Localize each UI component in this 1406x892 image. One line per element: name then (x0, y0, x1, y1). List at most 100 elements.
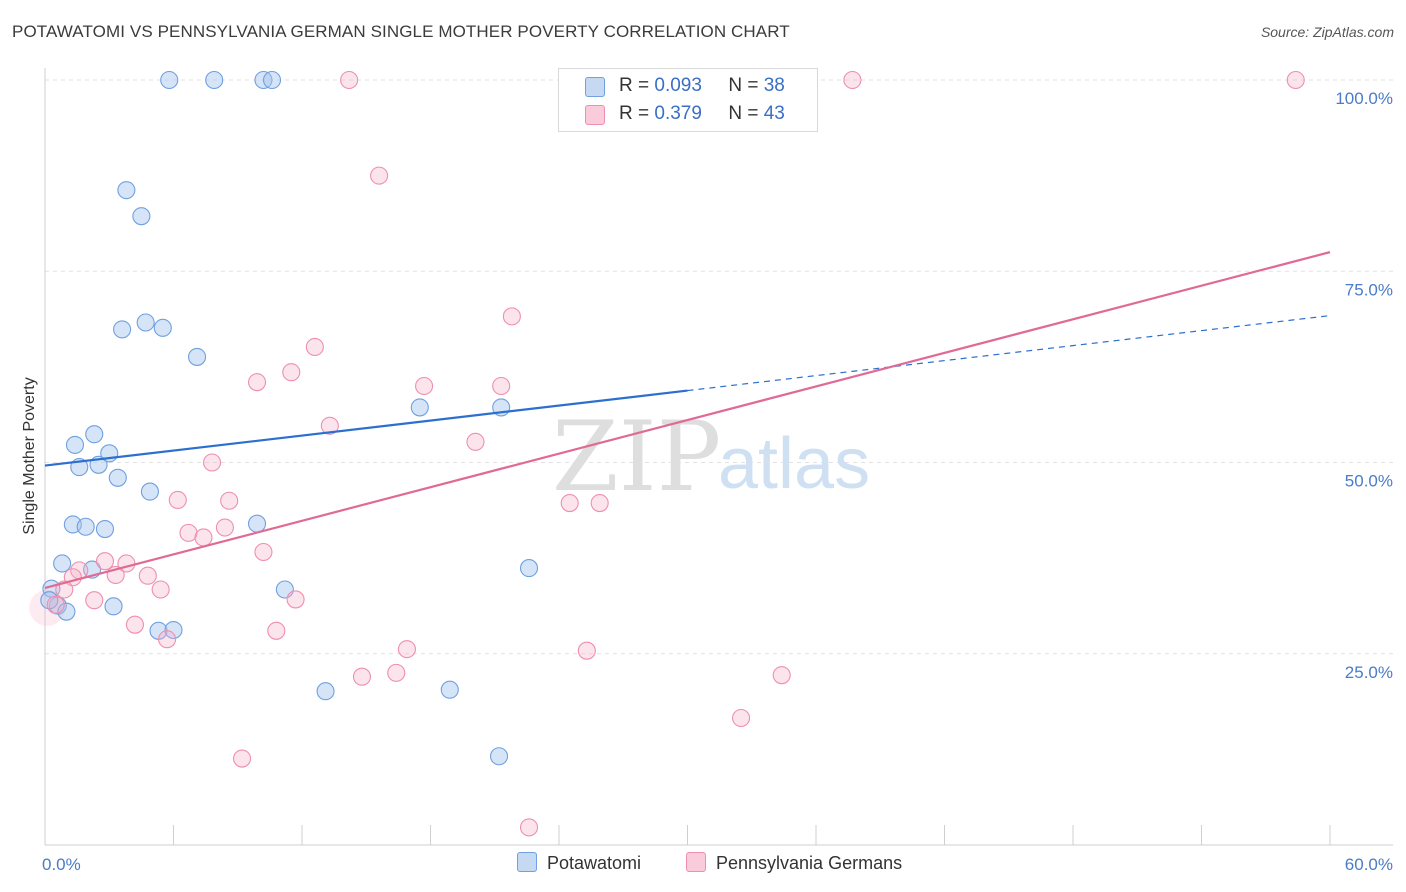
pennsylvania-germans-point (179, 523, 198, 542)
potawatomi-point (136, 313, 155, 332)
pennsylvania-germans-point (387, 663, 406, 682)
pennsylvania-germans-point (1286, 70, 1305, 90)
data-points (29, 70, 1305, 837)
pennsylvania-germans-point (519, 818, 539, 837)
potawatomi-point (316, 682, 335, 701)
pennsylvania-germans-point (415, 376, 434, 396)
pennsylvania-germans-point (194, 528, 213, 547)
legend-swatch-potawatomi (585, 77, 605, 97)
potawatomi-point (108, 468, 127, 487)
potawatomi-point (140, 482, 159, 501)
potawatomi-point (40, 591, 59, 610)
pennsylvania-germans-point (125, 615, 144, 634)
pennsylvania-germans-point (502, 307, 521, 326)
pennsylvania-germans-point (772, 666, 791, 685)
legend-n-label: N = (728, 103, 759, 124)
x-tick-label: 60.0% (1345, 855, 1393, 874)
y-tick-label: 100.0% (1335, 89, 1393, 108)
potawatomi-point (57, 602, 76, 621)
pennsylvania-germans-point (397, 640, 416, 659)
bottom-legend-pennsylvania-germans: Pennsylvania Germans (686, 852, 902, 874)
pennsylvania-germans-point (138, 566, 157, 585)
pennsylvania-germans-point (320, 416, 339, 435)
pennsylvania-germans-point (85, 591, 104, 610)
potawatomi-trend-line (44, 389, 688, 467)
pennsylvania-germans-point (46, 595, 65, 614)
potawatomi-point (65, 435, 85, 454)
potawatomi-point (205, 70, 224, 90)
pennsylvania-germans-point (55, 580, 74, 599)
pennsylvania-germans-point (232, 749, 252, 768)
pennsylvania-germans-point (215, 518, 234, 537)
y-tick-label: 75.0% (1345, 280, 1393, 299)
legend: R = 0.093 N = 38 R = 0.379 N = 43 (558, 68, 818, 132)
bottom-legend-swatch-pennsylvania-germans (686, 852, 706, 872)
potawatomi-point (95, 520, 115, 539)
pennsylvania-germans-point (286, 590, 305, 609)
pennsylvania-germans-point (590, 493, 609, 513)
pennsylvania-germans-point (254, 542, 273, 562)
potawatomi-point (188, 347, 207, 366)
y-tick-label: 50.0% (1345, 472, 1393, 491)
chart-title: POTAWATOMI VS PENNSYLVANIA GERMAN SINGLE… (12, 22, 790, 41)
pennsylvania-germans-point (731, 708, 751, 728)
legend-n-value-pennsylvania-germans: 43 (763, 103, 785, 124)
legend-r-label: R = (619, 75, 650, 96)
potawatomi-point (440, 680, 459, 699)
pennsylvania-germans-trend-line (44, 251, 1331, 590)
potawatomi-point (489, 747, 509, 766)
pennsylvania-germans-point (466, 432, 485, 451)
pennsylvania-germans-point (560, 493, 579, 513)
gridlines (45, 79, 1393, 655)
pennsylvania-germans-point (168, 490, 187, 510)
legend-swatch-pennsylvania-germans (585, 105, 605, 125)
potawatomi-point (153, 318, 172, 337)
bottom-legend-swatch-potawatomi (517, 852, 537, 872)
y-tick-label: 25.0% (1345, 663, 1393, 682)
potawatomi-point (262, 70, 282, 90)
pennsylvania-germans-point (220, 491, 239, 510)
pennsylvania-germans-point (305, 337, 324, 357)
pennsylvania-germans-point (370, 166, 389, 185)
potawatomi-point (76, 517, 95, 536)
source-note: Source: ZipAtlas.com (1260, 24, 1394, 40)
pennsylvania-germans-point (340, 70, 359, 90)
potawatomi-point (247, 514, 267, 533)
pennsylvania-germans-point (843, 70, 862, 90)
watermark-atlas: atlas (718, 424, 870, 504)
potawatomi-point (53, 554, 72, 573)
pennsylvania-germans-point (151, 580, 170, 599)
legend-n-label: N = (728, 75, 759, 96)
pennsylvania-germans-point (577, 641, 596, 660)
pennsylvania-germans-point (282, 363, 301, 382)
legend-r-value-potawatomi: 0.093 (654, 75, 702, 96)
cluster-halo (29, 589, 66, 626)
y-axis-label: Single Mother Poverty (21, 377, 38, 534)
legend-n-value-potawatomi: 38 (763, 75, 785, 96)
bottom-legend-potawatomi: Potawatomi (517, 852, 641, 874)
pennsylvania-germans-point (247, 373, 267, 392)
potawatomi-trend-extension (687, 315, 1331, 392)
pennsylvania-germans-point (158, 630, 177, 649)
trend-lines (44, 251, 1331, 590)
potawatomi-point (117, 181, 136, 200)
legend-r-label: R = (619, 103, 650, 124)
x-tick-label: 0.0% (42, 855, 81, 874)
potawatomi-point (410, 398, 429, 417)
bottom-legend-label-potawatomi: Potawatomi (547, 853, 642, 873)
pennsylvania-germans-point (352, 667, 372, 686)
axes (44, 68, 1393, 846)
pennsylvania-germans-point (492, 376, 511, 396)
potawatomi-point (160, 70, 179, 90)
bottom-legend-label-pennsylvania-germans: Pennsylvania Germans (716, 853, 903, 873)
potawatomi-point (132, 207, 151, 226)
tick-labels: 25.0% 50.0% 75.0% 100.0% 0.0% 60.0% (42, 89, 1393, 874)
pennsylvania-germans-point (203, 453, 222, 472)
potawatomi-point (519, 559, 539, 578)
potawatomi-point (113, 320, 132, 339)
pennsylvania-germans-point (95, 552, 115, 571)
potawatomi-point (104, 597, 123, 616)
potawatomi-point (85, 425, 104, 444)
pennsylvania-germans-point (267, 621, 286, 640)
